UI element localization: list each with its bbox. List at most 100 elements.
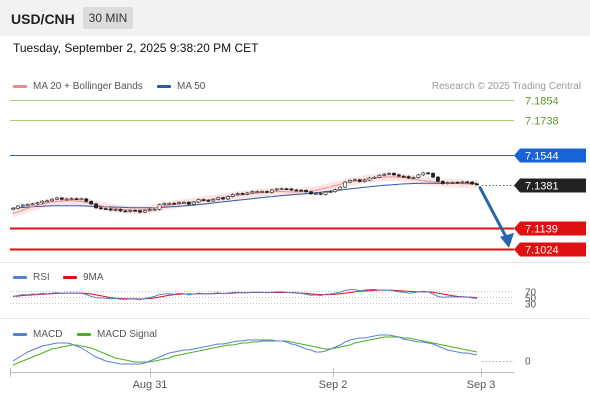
ma20-legend-label: MA 20 + Bollinger Bands bbox=[33, 81, 143, 92]
candle-body bbox=[455, 181, 460, 184]
candle-body bbox=[470, 181, 475, 185]
rsi-line bbox=[12, 288, 478, 301]
candle-body bbox=[357, 179, 362, 182]
candle-body bbox=[318, 193, 323, 195]
candle-body bbox=[396, 174, 401, 177]
projection-arrow-head bbox=[500, 232, 514, 248]
candle-body bbox=[152, 208, 157, 211]
candle-body bbox=[445, 182, 450, 184]
timeframe-button[interactable]: 30 MIN bbox=[83, 7, 133, 29]
x-tick-label: Sep 2 bbox=[319, 379, 348, 391]
candle-body bbox=[475, 183, 479, 186]
candle-body bbox=[103, 208, 108, 210]
candle-body bbox=[191, 201, 196, 205]
candle-body bbox=[20, 204, 25, 207]
legend-macd: MACD bbox=[13, 329, 62, 340]
candle-body bbox=[235, 193, 240, 195]
macd-legend-label: MACD bbox=[33, 329, 63, 340]
candle-body bbox=[352, 179, 357, 182]
legend-ma50: MA 50 bbox=[157, 81, 205, 92]
rsi-tick-30: 30 bbox=[525, 300, 537, 311]
macd-signal-line bbox=[12, 336, 478, 366]
candle-body bbox=[15, 205, 20, 209]
candle-body bbox=[343, 181, 348, 188]
candle-body bbox=[74, 198, 79, 200]
candle-body bbox=[250, 191, 255, 194]
candle-body bbox=[313, 193, 318, 195]
candle-body bbox=[411, 177, 416, 179]
macd-swatch bbox=[13, 332, 27, 336]
candle-body bbox=[289, 188, 294, 191]
candle-body bbox=[426, 172, 431, 175]
timestamp: Tuesday, September 2, 2025 9:38:20 PM CE… bbox=[13, 41, 259, 55]
pivot-tag bbox=[514, 148, 586, 163]
candle-body bbox=[162, 203, 167, 206]
header-bar: USD/CNH 30 MIN bbox=[0, 0, 590, 36]
candle-body bbox=[55, 197, 59, 200]
candle-body bbox=[99, 207, 103, 210]
candle-body bbox=[182, 201, 186, 204]
rsi-tick-50: 50 bbox=[525, 294, 537, 305]
candle-body bbox=[84, 198, 89, 202]
projection-arrow bbox=[478, 186, 509, 241]
candle-body bbox=[406, 176, 411, 179]
candle-body bbox=[45, 200, 50, 203]
candle-body bbox=[323, 191, 328, 195]
candle-body bbox=[284, 188, 289, 191]
candle-body bbox=[304, 190, 308, 193]
support-1-label: 7.1139 bbox=[525, 224, 558, 236]
candle-body bbox=[382, 173, 387, 176]
macd-line bbox=[12, 334, 478, 365]
ma50-line bbox=[12, 182, 477, 209]
candle-body bbox=[118, 209, 123, 212]
candle-body bbox=[392, 172, 396, 176]
candle-body bbox=[240, 193, 245, 195]
candle-body bbox=[167, 203, 172, 205]
candle-body bbox=[128, 210, 133, 212]
candle-body bbox=[157, 204, 162, 210]
candle-body bbox=[196, 199, 201, 203]
support-1-tag bbox=[514, 221, 586, 236]
pivot-label: 7.1544 bbox=[525, 151, 559, 163]
candle-body bbox=[30, 203, 35, 206]
candle-body bbox=[416, 174, 421, 178]
candle-body bbox=[186, 201, 191, 205]
rsi-legend-label: RSI bbox=[33, 272, 50, 283]
candle-body bbox=[309, 191, 313, 195]
last-price-label: 7.1381 bbox=[525, 181, 559, 193]
candle-body bbox=[265, 191, 269, 193]
candle-body bbox=[255, 191, 260, 193]
candle-body bbox=[269, 189, 274, 193]
resistance-1-label: 7.1738 bbox=[525, 116, 559, 128]
legend-rsi-ma: 9MA bbox=[63, 272, 104, 283]
candle-body bbox=[440, 181, 445, 184]
resistance-2-label: 7.1854 bbox=[525, 96, 559, 108]
candle-body bbox=[367, 177, 372, 181]
candle-body bbox=[431, 172, 435, 178]
candle-body bbox=[211, 199, 216, 202]
candle-body bbox=[421, 172, 426, 176]
x-tick-label: Sep 3 bbox=[467, 379, 496, 391]
rsi-swatch bbox=[13, 275, 27, 279]
candle-body bbox=[133, 210, 138, 212]
candle-body bbox=[25, 204, 30, 206]
candle-body bbox=[348, 179, 352, 183]
candle-body bbox=[245, 192, 250, 195]
candle-body bbox=[108, 208, 113, 211]
candle-body bbox=[59, 197, 64, 200]
legend-ma20: MA 20 + Bollinger Bands bbox=[13, 81, 143, 92]
candle-body bbox=[40, 200, 45, 204]
last-price-tag bbox=[514, 178, 586, 193]
candle-body bbox=[460, 181, 465, 184]
legend-macd-signal: MACD Signal bbox=[77, 329, 157, 340]
candle-body bbox=[372, 176, 377, 179]
candle-body bbox=[260, 191, 264, 193]
rsi-ma-swatch bbox=[63, 275, 77, 279]
macd-tick-0: 0 bbox=[525, 357, 531, 368]
ma50-swatch bbox=[157, 84, 171, 88]
candle-body bbox=[172, 203, 177, 205]
candle-body bbox=[138, 210, 142, 213]
support-2-tag bbox=[514, 242, 586, 257]
support-2-label: 7.1024 bbox=[525, 245, 559, 257]
candles bbox=[11, 171, 479, 214]
